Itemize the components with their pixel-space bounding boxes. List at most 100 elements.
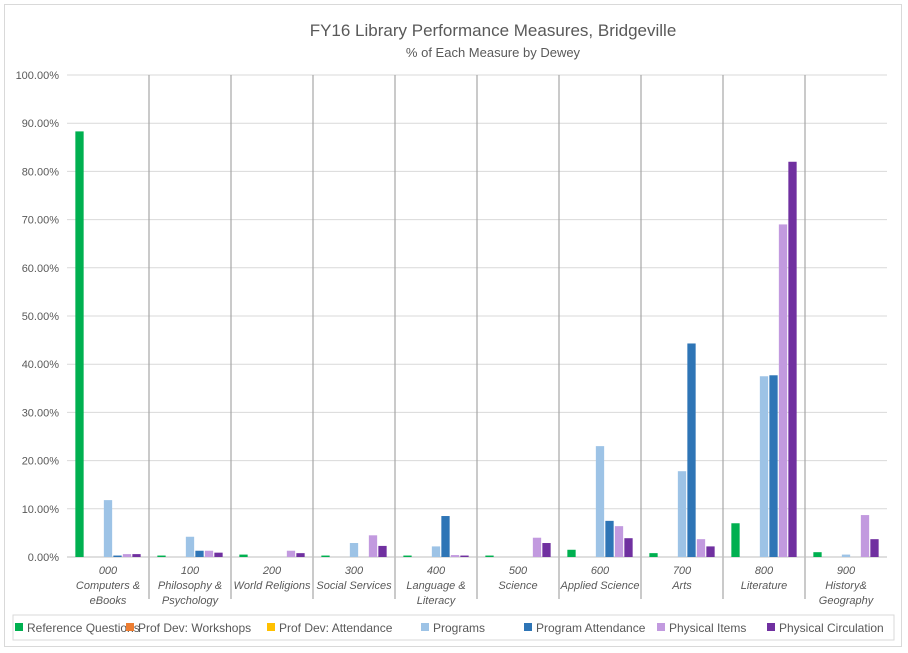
y-tick-label: 0.00% [28,552,59,564]
x-tick-label: 700 [673,565,692,577]
bar [132,554,141,557]
bar [706,546,715,557]
bar [441,516,450,557]
legend-label: Programs [433,621,485,635]
legend-swatch [126,623,134,631]
legend-swatch [15,623,23,631]
bar [431,546,441,557]
x-tick-label: Philosophy & [158,580,222,592]
bars [75,131,879,558]
bar [687,343,696,557]
bar [321,555,330,557]
bar [485,555,494,557]
bar [870,539,879,557]
bar [378,545,387,557]
bar [204,550,214,557]
bar [214,552,223,557]
bar [349,543,359,557]
bar [624,538,633,557]
legend-label: Prof Dev: Workshops [138,621,251,635]
bar [542,543,551,557]
legend-label: Program Attendance [536,621,646,635]
y-tick-label: 80.00% [22,166,60,178]
x-tick-label: Science [498,580,537,592]
x-tick-label: Geography [819,595,875,607]
legend-box [12,614,895,641]
y-tick-label: 10.00% [22,504,60,516]
x-tick-label: Literacy [417,595,457,607]
x-tick-label: 800 [755,565,774,577]
bar [368,535,378,557]
bar [778,224,788,558]
bar [841,554,851,557]
bar [813,552,822,557]
bar [595,446,605,557]
y-tick-label: 30.00% [22,407,60,419]
x-tick-label: 400 [427,565,446,577]
x-tick-label: 500 [509,565,528,577]
x-tick-label: World Religions [233,580,311,592]
bar [185,536,195,557]
bar [286,550,296,557]
bar [605,520,614,557]
bar [567,549,576,557]
bar [403,555,412,557]
bar [532,537,542,557]
bar [103,500,113,557]
bar [113,555,122,557]
legend-swatch [767,623,775,631]
bar [759,376,769,557]
bar [677,471,687,557]
x-tick-label: Social Services [316,580,392,592]
y-tick-label: 70.00% [22,215,60,227]
x-tick-label: Arts [671,580,692,592]
y-tick-label: 100.00% [16,70,60,82]
bar [460,555,469,557]
bar [157,555,166,557]
legend-swatch [657,623,665,631]
bar [450,555,460,557]
bar [614,526,624,557]
x-tick-label: Literature [741,580,787,592]
bar [860,515,870,557]
x-tick-label: History& [825,580,867,592]
bar [769,375,778,557]
x-tick-label: eBooks [90,595,127,607]
bar [75,131,84,558]
bar [696,539,706,557]
x-tick-label: Psychology [162,595,220,607]
x-tick-label: 000 [99,565,118,577]
x-tick-label: 900 [837,565,856,577]
bar [195,550,204,557]
x-tick-label: 100 [181,565,200,577]
legend-swatch [524,623,532,631]
grid-lines [67,74,887,599]
bar-chart: FY16 Library Performance Measures, Bridg… [12,21,895,641]
y-axis: 0.00% 10.00% 20.00% 30.00% 40.00% 50.00% 60.00… [16,70,60,564]
y-tick-label: 40.00% [22,359,60,371]
bar [788,161,797,557]
legend-label: Reference Questions [27,621,140,635]
legend-label: Physical Circulation [779,621,884,635]
bar [239,554,248,557]
y-tick-label: 50.00% [22,311,60,323]
x-tick-label: 200 [262,565,282,577]
y-tick-label: 90.00% [22,118,60,130]
chart-title: FY16 Library Performance Measures, Bridg… [310,21,677,40]
x-tick-label: Language & [406,580,465,592]
legend-swatch [267,623,275,631]
x-tick-label: Applied Science [560,580,640,592]
chart-frame: FY16 Library Performance Measures, Bridg… [4,4,902,647]
y-tick-label: 60.00% [22,263,60,275]
legend-label: Physical Items [669,621,746,635]
legend-label: Prof Dev: Attendance [279,621,393,635]
bar [731,523,740,557]
bar [649,553,658,557]
y-tick-label: 20.00% [22,456,60,468]
x-tick-label: 300 [345,565,364,577]
x-axis: 000 Computers & eBooks 100 Philosophy & Psych… [76,565,875,607]
legend-swatch [421,623,429,631]
x-tick-label: Computers & [76,580,140,592]
bar [122,554,132,557]
